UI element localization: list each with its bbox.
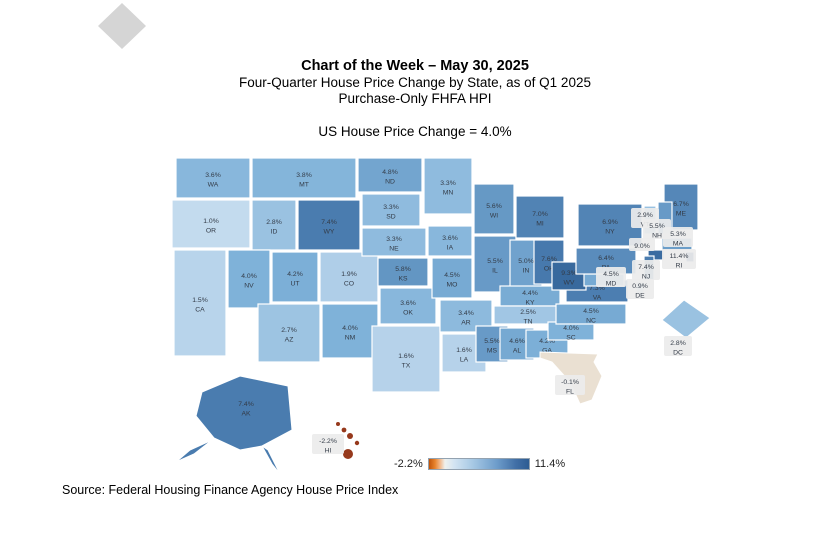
- svg-text:6.9%NY: 6.9% NY: [602, 219, 618, 235]
- svg-text:5.0%IN: 5.0% IN: [518, 258, 534, 274]
- svg-text:3.6%OK: 3.6% OK: [400, 300, 416, 316]
- page-subtitle: Four-Quarter House Price Change by State…: [239, 75, 591, 91]
- svg-text:1.6%TX: 1.6% TX: [398, 353, 414, 369]
- state-sd: 3.3% SD: [361, 193, 421, 227]
- state-or: 1.0% OR: [171, 199, 251, 249]
- svg-text:5.5%MS: 5.5% MS: [484, 338, 500, 354]
- state-wi: 5.6% WI: [473, 183, 515, 235]
- state-mn: 3.3% MN: [423, 157, 473, 215]
- svg-text:3.6%IA: 3.6% IA: [442, 235, 458, 251]
- state-label-de: 0.9% DE: [626, 279, 654, 299]
- color-legend: -2.2% 11.4%: [394, 458, 565, 470]
- state-mt: 3.8% MT: [251, 157, 357, 199]
- svg-text:0.9%DE: 0.9% DE: [632, 283, 648, 299]
- svg-text:1.9%CO: 1.9% CO: [341, 271, 357, 287]
- svg-text:2.8%ID: 2.8% ID: [266, 219, 282, 235]
- state-mi: 7.0% MI: [515, 195, 565, 239]
- state-label-md: 4.5% MD: [596, 267, 626, 287]
- state-ks: 5.8% KS: [377, 257, 429, 287]
- state-label-fl: -0.1% FL: [555, 375, 585, 395]
- svg-text:9.0%: 9.0%: [634, 243, 650, 250]
- state-nd: 4.8% ND: [357, 157, 423, 193]
- us-change-summary: US House Price Change = 4.0%: [318, 124, 512, 140]
- svg-text:5.3%MA: 5.3% MA: [670, 231, 686, 247]
- state-ak: 7.4% AK: [175, 375, 293, 475]
- svg-text:3.4%AR: 3.4% AR: [458, 310, 474, 326]
- state-il: 5.5% IL: [473, 235, 517, 293]
- svg-text:9.3%WV: 9.3% WV: [561, 270, 577, 286]
- state-label-ri: 11.4% RI: [662, 249, 696, 269]
- svg-text:7.4%NJ: 7.4% NJ: [638, 264, 654, 280]
- state-ne: 3.3% NE: [361, 227, 427, 257]
- svg-text:3.6%WA: 3.6% WA: [205, 172, 221, 188]
- svg-text:6.7%ME: 6.7% ME: [673, 201, 689, 217]
- svg-text:4.5%NC: 4.5% NC: [583, 308, 599, 324]
- svg-text:4.8%ND: 4.8% ND: [382, 169, 398, 185]
- svg-text:2.7%AZ: 2.7% AZ: [281, 327, 297, 343]
- svg-text:4.2%GA: 4.2% GA: [539, 338, 555, 354]
- state-label-ct: 9.0%: [629, 238, 655, 251]
- state-ky: 4.4% KY: [499, 285, 561, 307]
- svg-text:7.0%MI: 7.0% MI: [532, 211, 548, 227]
- svg-text:7.6%OH: 7.6% OH: [541, 256, 557, 272]
- title-block: Chart of the Week – May 30, 2025 Four-Qu…: [0, 58, 830, 139]
- state-co: 1.9% CO: [319, 251, 379, 303]
- legend-min-label: -2.2%: [394, 458, 423, 470]
- svg-text:7.4%AK: 7.4% AK: [238, 401, 254, 417]
- svg-text:3.8%MT: 3.8% MT: [296, 172, 312, 188]
- state-id: 2.8% ID: [251, 199, 297, 251]
- svg-text:7.3%VA: 7.3% VA: [589, 285, 605, 301]
- svg-text:7.4%WY: 7.4% WY: [321, 219, 337, 235]
- page-title: Chart of the Week – May 30, 2025: [301, 58, 529, 74]
- state-label-ma: 5.3% MA: [663, 227, 693, 247]
- svg-text:4.0%SC: 4.0% SC: [563, 325, 579, 341]
- state-az: 2.7% AZ: [257, 303, 321, 363]
- state-dc: [661, 299, 711, 339]
- svg-text:2.5%TN: 2.5% TN: [520, 309, 536, 325]
- state-nv: 4.0% NV: [227, 249, 271, 309]
- decorative-diamond: [98, 3, 146, 49]
- svg-text:11.4%RI: 11.4% RI: [670, 253, 689, 269]
- svg-text:5.5%NH: 5.5% NH: [649, 223, 665, 239]
- state-wy: 7.4% WY: [297, 199, 361, 251]
- source-note: Source: Federal Housing Finance Agency H…: [62, 483, 399, 497]
- svg-text:1.0%OR: 1.0% OR: [203, 218, 219, 234]
- state-sc: 4.0% SC: [547, 321, 595, 341]
- state-label-hi: -2.2% HI: [312, 434, 344, 454]
- svg-text:4.0%NM: 4.0% NM: [342, 325, 358, 341]
- svg-text:4.5%MO: 4.5% MO: [444, 272, 460, 288]
- svg-text:4.2%UT: 4.2% UT: [287, 271, 303, 287]
- state-ca: 1.5% CA: [173, 249, 227, 357]
- svg-text:5.8%KS: 5.8% KS: [395, 266, 411, 282]
- state-hi: [336, 422, 360, 459]
- svg-text:5.6%WI: 5.6% WI: [486, 203, 502, 219]
- svg-text:4.5%MD: 4.5% MD: [603, 271, 619, 287]
- svg-text:1.6%LA: 1.6% LA: [456, 347, 472, 363]
- svg-text:3.3%SD: 3.3% SD: [383, 204, 399, 220]
- svg-text:3.3%NE: 3.3% NE: [386, 236, 402, 252]
- svg-text:2.8%DC: 2.8% DC: [670, 340, 686, 356]
- state-label-nj: 7.4% NJ: [632, 260, 660, 280]
- svg-text:-2.2%HI: -2.2% HI: [319, 438, 337, 454]
- state-ut: 4.2% UT: [271, 251, 319, 303]
- svg-text:5.5%IL: 5.5% IL: [487, 258, 503, 274]
- state-mo: 4.5% MO: [431, 257, 473, 299]
- svg-text:4.4%KY: 4.4% KY: [522, 290, 538, 306]
- state-wa: 3.6% WA: [175, 157, 251, 199]
- state-ok: 3.6% OK: [379, 287, 437, 325]
- state-ia: 3.6% IA: [427, 225, 473, 257]
- svg-text:3.3%MN: 3.3% MN: [440, 180, 456, 196]
- state-nm: 4.0% NM: [321, 303, 379, 359]
- legend-max-label: 11.4%: [534, 458, 566, 470]
- state-label-dc: 2.8% DC: [664, 336, 692, 356]
- svg-text:4.6%AL: 4.6% AL: [509, 338, 525, 354]
- state-nc: 4.5% NC: [555, 303, 627, 325]
- svg-text:-0.1%FL: -0.1% FL: [561, 379, 579, 395]
- svg-text:4.0%NV: 4.0% NV: [241, 273, 257, 289]
- legend-gradient-bar: [427, 458, 530, 470]
- page-subtitle-2: Purchase-Only FHFA HPI: [338, 91, 492, 107]
- svg-text:1.5%CA: 1.5% CA: [192, 297, 208, 313]
- state-tx: 1.6% TX: [371, 325, 441, 393]
